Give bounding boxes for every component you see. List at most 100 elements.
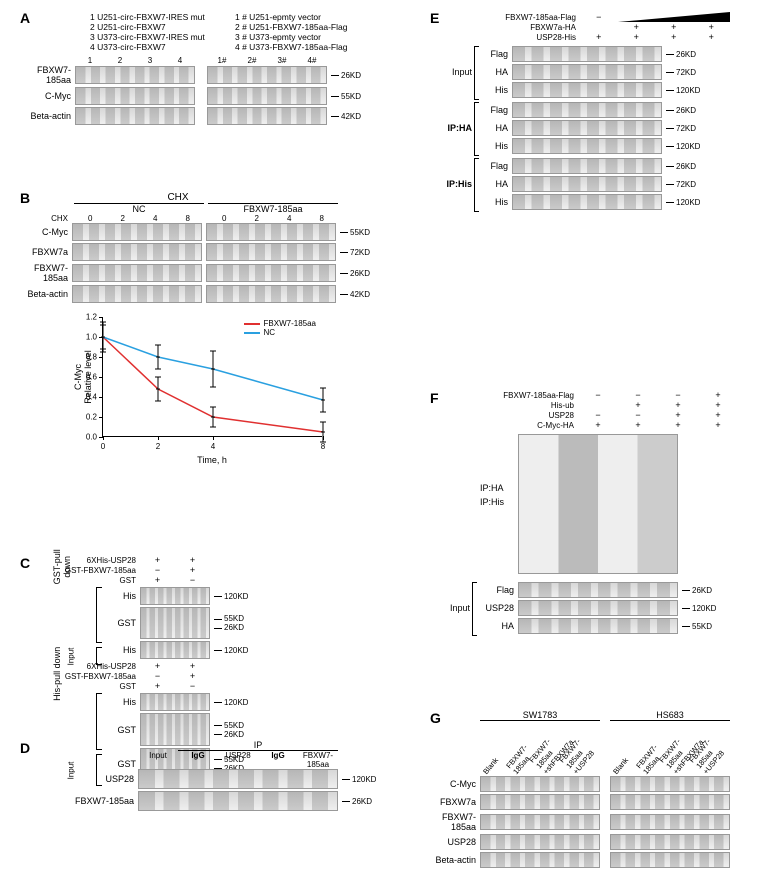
chx-axis-label: CHX — [20, 214, 72, 223]
plus-minus: + — [140, 661, 175, 671]
kd-tick: 26KD — [662, 106, 696, 115]
bracket — [472, 582, 477, 636]
blot-image — [140, 693, 210, 711]
kd-tick: 26KD — [678, 586, 712, 595]
kd-tick: 26KD — [662, 162, 696, 171]
blot-image — [72, 264, 202, 282]
xtick-label: 2 — [156, 436, 160, 451]
kd-tick: 72KD — [662, 68, 696, 77]
lane-number: 4# — [297, 56, 327, 65]
protein-label: FBXW7-185aa — [60, 796, 138, 806]
legend-line: 1 # U251-epmty vector — [235, 12, 347, 22]
plus-minus: + — [578, 420, 618, 430]
plus-minus: + — [580, 32, 618, 42]
cell-line-label: SW1783 — [480, 710, 600, 721]
protein-label: HA — [480, 123, 512, 133]
kd-value: 42KD — [341, 112, 361, 121]
blot-image — [140, 641, 210, 659]
ubiquitin-smear — [518, 434, 678, 574]
legend-label: FBXW7-185aa — [264, 319, 316, 328]
plus-minus: + — [655, 32, 693, 42]
condition-label: USP28 — [478, 411, 578, 420]
blot-image — [72, 223, 202, 241]
blot-image — [512, 82, 662, 98]
plus-minus: − — [578, 390, 618, 400]
protein-label: FBXW7a — [430, 797, 480, 807]
blot-image — [518, 582, 678, 598]
kd-tick: 72KD — [336, 248, 370, 257]
bracket — [474, 102, 479, 156]
panel-d-label: D — [20, 740, 30, 756]
timepoint: 2 — [107, 214, 140, 223]
plus-minus: − — [618, 410, 658, 420]
blot-image — [610, 776, 730, 792]
protein-label: Beta-actin — [430, 855, 480, 865]
line-chart: C-Myc Relative levelTime, h0.00.20.40.60… — [102, 317, 322, 437]
plus-minus: + — [658, 400, 698, 410]
blot-image — [480, 776, 600, 792]
plus-minus: + — [140, 575, 175, 585]
timepoint: 0 — [208, 214, 241, 223]
protein-label: His — [480, 197, 512, 207]
xtick-label: 0 — [101, 436, 105, 451]
ytick-label: 0.4 — [86, 393, 103, 402]
legend-swatch — [244, 323, 260, 325]
legend-line: 1 U251-circ-FBXW7-IRES mut — [90, 12, 205, 22]
blot-image — [206, 285, 336, 303]
group-label: FBXW7-185aa — [208, 203, 338, 214]
plus-minus: + — [698, 390, 738, 400]
condition-label: Blank — [611, 756, 630, 776]
legend-line: 2 U251-circ-FBXW7 — [90, 22, 205, 32]
plus-minus: + — [140, 555, 175, 565]
plus-minus: + — [658, 410, 698, 420]
bracket — [96, 587, 102, 643]
protein-label: FBXW7a — [20, 247, 72, 257]
lane-number: 2# — [237, 56, 267, 65]
kd-tick: 120KD — [210, 592, 248, 601]
panel-g-content: SW1783HS683BlankFBXW7-185aaFBXW7-185aa +… — [430, 710, 740, 870]
protein-label: GST — [112, 618, 140, 628]
ytick-label: 0.2 — [86, 413, 103, 422]
kd-tick: 72KD — [662, 180, 696, 189]
ip-column: Input — [138, 751, 178, 769]
panel-d-content: IPInputIgGUSP28IgGFBXW7- 185aaUSP28120KD… — [60, 740, 376, 813]
protein-label: His — [112, 591, 140, 601]
protein-label: His — [480, 141, 512, 151]
plus-minus: + — [693, 22, 731, 32]
ytick-label: 1.2 — [86, 313, 103, 322]
plus-minus: − — [175, 681, 210, 691]
plus-minus: + — [618, 420, 658, 430]
plus-minus: − — [618, 390, 658, 400]
plus-minus: − — [140, 565, 175, 575]
kd-tick: 120KD — [210, 646, 248, 655]
plus-minus: + — [175, 555, 210, 565]
panel-a-label: A — [20, 10, 30, 26]
legend-line: 2 # U251-FBXW7-185aa-Flag — [235, 22, 347, 32]
timepoint: 8 — [172, 214, 205, 223]
blot-image — [512, 46, 662, 62]
blot-image — [75, 87, 195, 105]
legend-label: NC — [264, 328, 276, 337]
blot-image — [480, 794, 600, 810]
legend-swatch — [244, 332, 260, 334]
plus-minus: + — [175, 671, 210, 681]
kd-tick: 26KD — [662, 50, 696, 59]
kd-value: 55KD — [341, 92, 361, 101]
lane-number: 4 — [165, 56, 195, 65]
kd-tick: 120KD — [678, 604, 716, 613]
lane-number: 1 — [75, 56, 105, 65]
kd-tick: 26KD — [338, 797, 372, 806]
bracket — [474, 46, 479, 100]
kd-tick: 55KD — [336, 228, 370, 237]
blot-image — [512, 138, 662, 154]
blot-image — [610, 814, 730, 830]
chart-legend: FBXW7-185aaNC — [244, 319, 316, 337]
group-label: IP:His — [440, 179, 472, 189]
plus-minus: + — [618, 400, 658, 410]
kd-tick: 120KD — [662, 86, 700, 95]
timepoint: 0 — [74, 214, 107, 223]
blot-image — [518, 618, 678, 634]
plus-minus: + — [175, 565, 210, 575]
blot-image — [512, 194, 662, 210]
blot-image — [610, 794, 730, 810]
